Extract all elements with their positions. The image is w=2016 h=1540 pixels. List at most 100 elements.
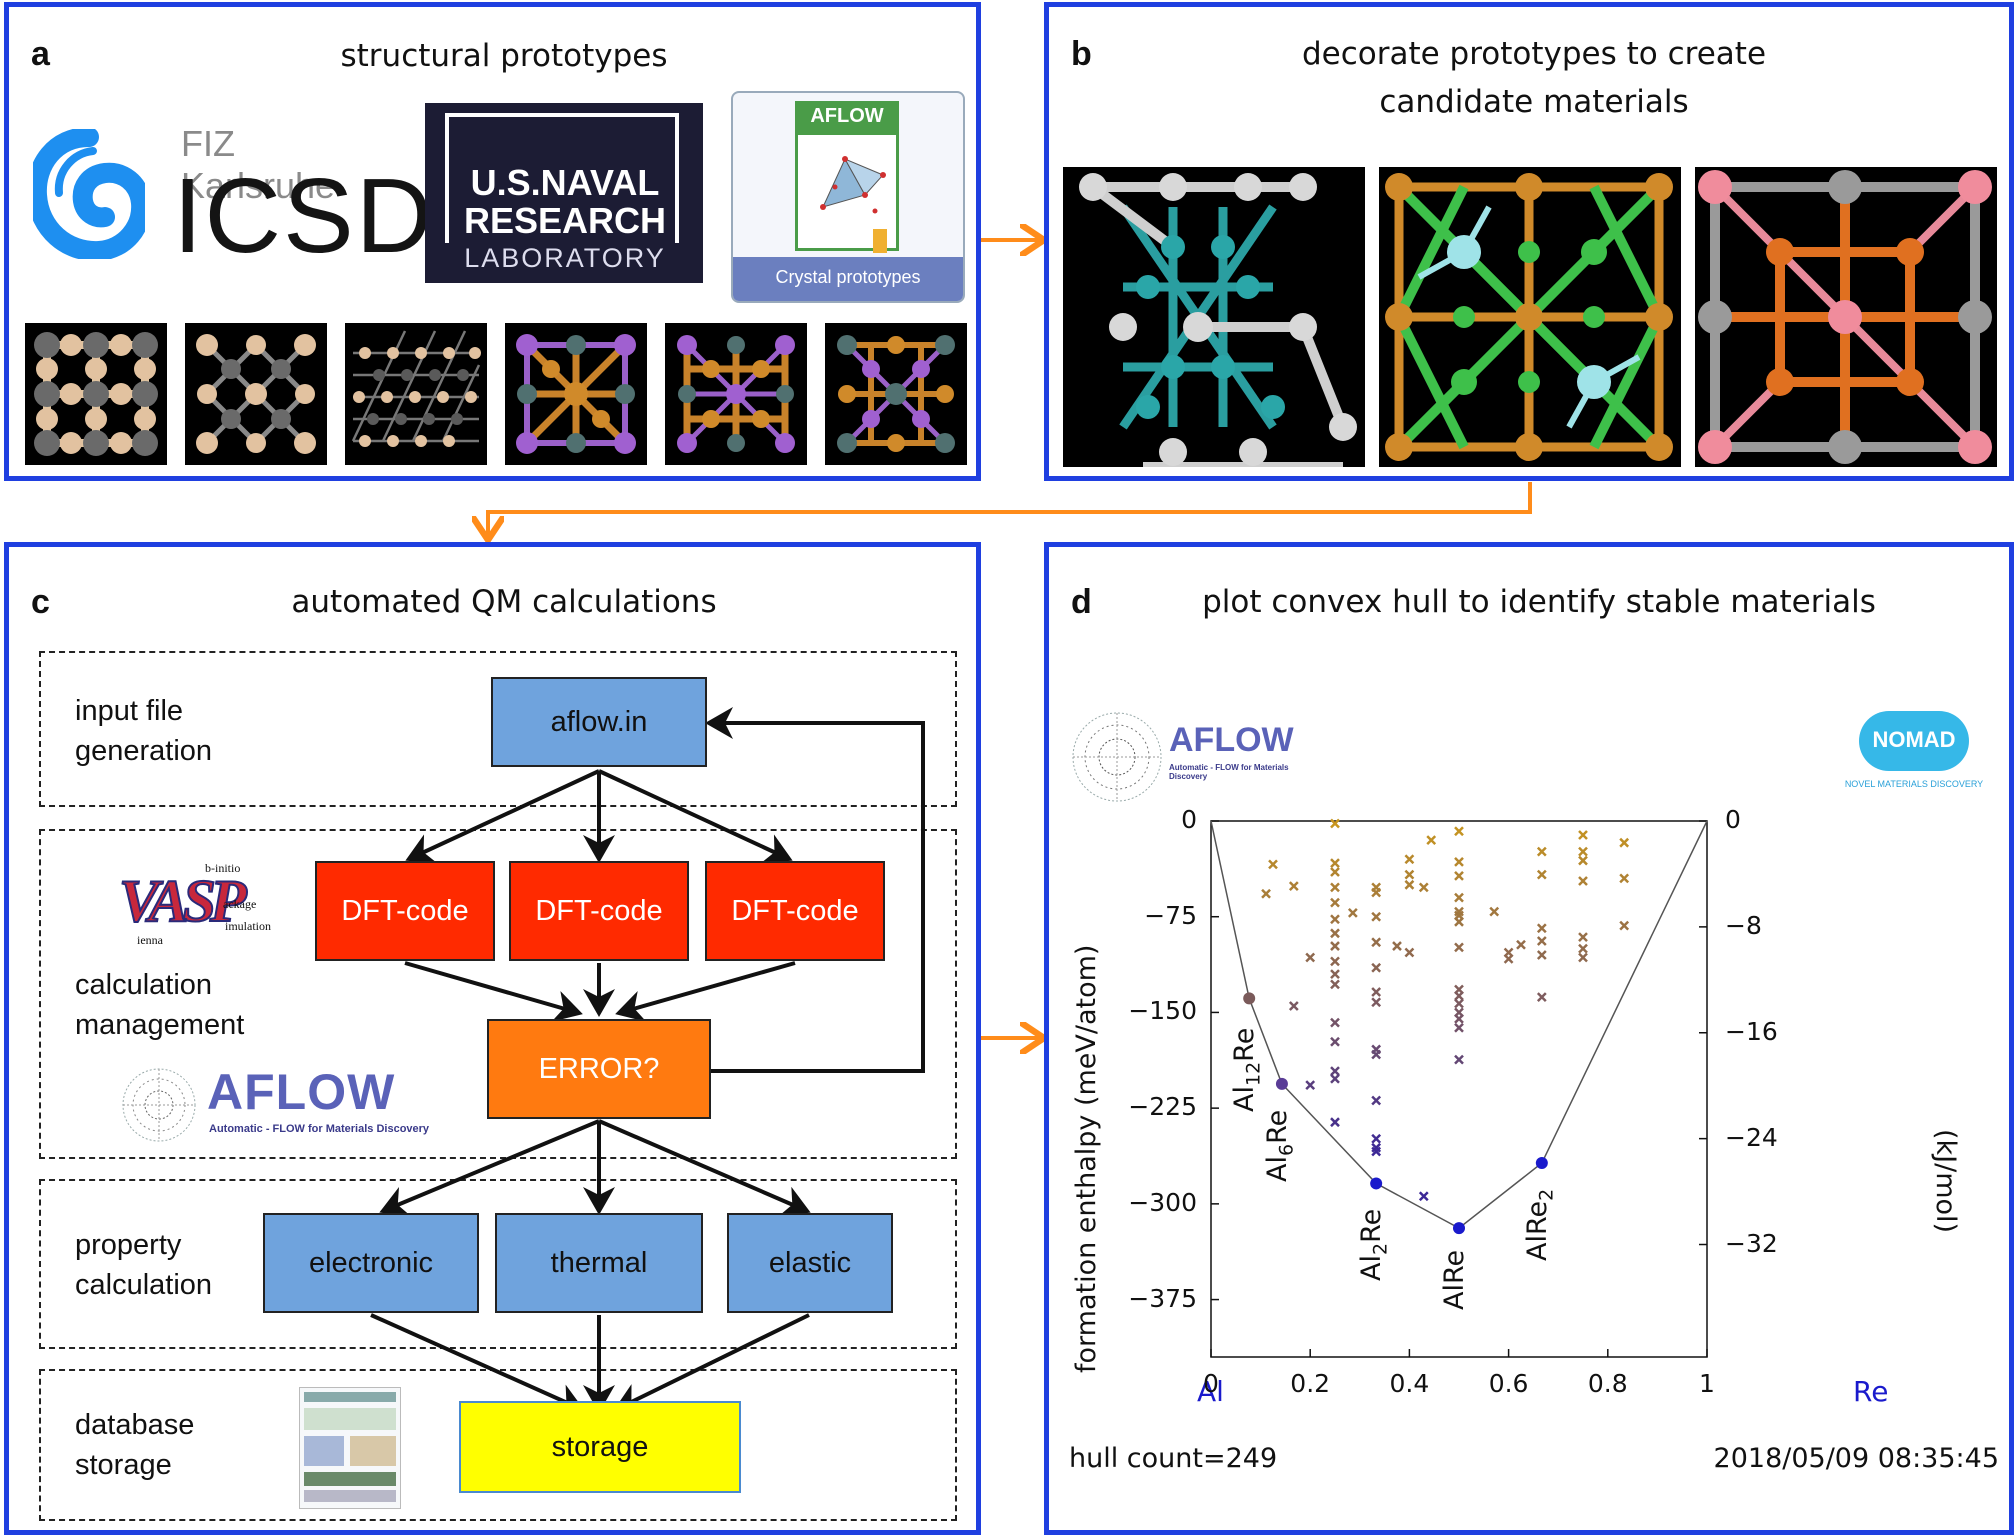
section-input (39, 651, 957, 807)
unstable-phase-point (1536, 992, 1547, 1002)
unstable-phase-point (1330, 941, 1340, 951)
nrl-line2: RESEARCH (463, 200, 667, 241)
hull-point-label: AlRe (1439, 1249, 1470, 1311)
panel-b-title-line1: decorate prototypes to create (1301, 36, 1767, 72)
unstable-phase-point (1454, 990, 1464, 1001)
candidate-structure-3 (1695, 167, 1997, 467)
unstable-phase-point (1516, 939, 1526, 950)
unstable-phase-point (1578, 952, 1588, 963)
unstable-phase-point (1454, 826, 1464, 837)
unstable-phase-point (1371, 987, 1382, 997)
aflow-website-thumbnail (299, 1387, 401, 1509)
x-tick-label: 0.8 (1587, 1369, 1628, 1398)
panel-c-title: automated QM calculations (291, 584, 717, 620)
unstable-phase-point (1578, 855, 1588, 866)
unstable-phase-point (1330, 969, 1340, 980)
hull-point (1275, 1077, 1288, 1090)
hull-count: hull count=249 (1069, 1443, 1278, 1474)
y-tick-label: −150 (1128, 996, 1197, 1026)
unstable-phase-point (1578, 830, 1588, 840)
dft-code-box-2: DFT-code (509, 861, 689, 961)
electronic-box: electronic (263, 1213, 479, 1313)
unstable-phase-point (1619, 837, 1630, 848)
unstable-phase-point (1392, 941, 1402, 951)
hull-point-label: Al6Re (1261, 1109, 1298, 1182)
unstable-phase-point (1454, 1054, 1464, 1065)
y2-tick-label: −24 (1725, 1122, 1778, 1152)
panel-b-title-line2: candidate materials (1379, 84, 1689, 120)
plot-frame (1210, 820, 1708, 1358)
hull-point-label: Al2Re (1356, 1209, 1392, 1282)
unstable-phase-point (1371, 1095, 1382, 1106)
nrl-line3: LABORATORY (464, 243, 666, 273)
unstable-phase-point (1454, 916, 1464, 927)
aflow-logo-c-tagline: Automatic - FLOW for Materials Discovery (209, 1123, 430, 1135)
prototype-tile-5 (665, 323, 807, 465)
unstable-phase-point (1371, 911, 1382, 922)
unstable-phase-point (1454, 1022, 1464, 1033)
unstable-phase-point (1578, 876, 1588, 886)
section-property (39, 1179, 957, 1349)
nomad-logo-name: NOMAD (1872, 727, 1956, 752)
panel-c: c automated QM calculations input file g… (4, 542, 981, 1535)
prototype-tile-1 (25, 323, 167, 465)
y-tick-label: −225 (1128, 1092, 1197, 1122)
prototype-tile-6 (825, 323, 967, 465)
unstable-phase-point (1305, 1080, 1316, 1091)
unstable-phase-point (1330, 882, 1340, 893)
unstable-phase-point (1536, 923, 1547, 934)
nrl-logo: U.S.NAVAL RESEARCH LABORATORY (425, 103, 703, 283)
y-tick-label: −75 (1144, 900, 1197, 930)
crystal-icon (820, 156, 886, 214)
stage-database-label: database storage (75, 1409, 195, 1481)
icsd-logo: FIZ Karlsruhe ICSD (33, 117, 432, 277)
aflow-prototypes-book: AFLOW Crystal prototypes (731, 91, 965, 303)
unstable-phase-point (1503, 953, 1514, 964)
unstable-phase-point (1330, 897, 1340, 908)
unstable-phase-point (1578, 932, 1588, 943)
aflow-in-box: aflow.in (491, 677, 707, 767)
y-tick-label: −375 (1128, 1283, 1197, 1313)
unstable-phase-point (1330, 1017, 1340, 1028)
aflow-globe-icon (122, 1068, 196, 1142)
chart-labels: 0 0.2 0.4 0.6 0.8 1 0 −75 −150 −225 −300 −375 0 −8 −16… (1049, 547, 2016, 1540)
aflow-logo-d-tagline: Automatic - FLOW for Materials Discovery (1169, 763, 1289, 781)
unstable-phase-point (1347, 908, 1358, 918)
panel-b-letter: b (1071, 35, 1092, 73)
y2-tick-label: −16 (1725, 1016, 1778, 1046)
unstable-phase-point (1619, 920, 1630, 931)
unstable-phase-point (1454, 892, 1464, 903)
hull-point-label: AlRe2 (1521, 1188, 1558, 1262)
unstable-phase-point (1288, 1001, 1299, 1011)
y-tick-label: 0 (1181, 805, 1197, 834)
unstable-phase-point (1404, 947, 1415, 958)
flow-arrows (370, 707, 925, 1414)
prototype-tile-3 (345, 323, 487, 465)
section-calculation (39, 829, 957, 1159)
unstable-phase-point (1371, 1133, 1382, 1144)
y-tick-label: −300 (1128, 1187, 1197, 1217)
unstable-phase-point (1418, 882, 1429, 893)
unstable-phase-point (1330, 1036, 1340, 1047)
unstable-phase-point (1619, 873, 1630, 884)
unstable-phase-point (1536, 950, 1547, 960)
vasp-letters: VASP (118, 867, 248, 935)
stage-input-label: input file generation (75, 695, 213, 767)
unstable-phase-point (1371, 1049, 1382, 1060)
timestamp: 2018/05/09 08:35:45 (1713, 1443, 1999, 1474)
aflow-logo-c-name: AFLOW (207, 1064, 396, 1120)
unstable-phase-point (1578, 943, 1588, 954)
aflow-book-title: AFLOW (810, 105, 884, 127)
unstable-phase-point (1404, 869, 1415, 880)
hull-point-label: Al12Re (1229, 1028, 1265, 1113)
unstable-phase-point (1454, 856, 1464, 867)
unstable-phase-point (1454, 870, 1464, 881)
unstable-phase-point (1330, 818, 1340, 829)
panel-c-letter: c (31, 583, 50, 621)
unstable-phase-point (1330, 1073, 1340, 1084)
unstable-phase-point (1330, 858, 1340, 868)
nomad-logo: NOMAD NOVEL MATERIALS DISCOVERY (1829, 707, 1999, 803)
unstable-phase-point (1305, 952, 1316, 963)
x-tick-label: 0.4 (1389, 1369, 1430, 1398)
hull-point (1243, 992, 1256, 1005)
